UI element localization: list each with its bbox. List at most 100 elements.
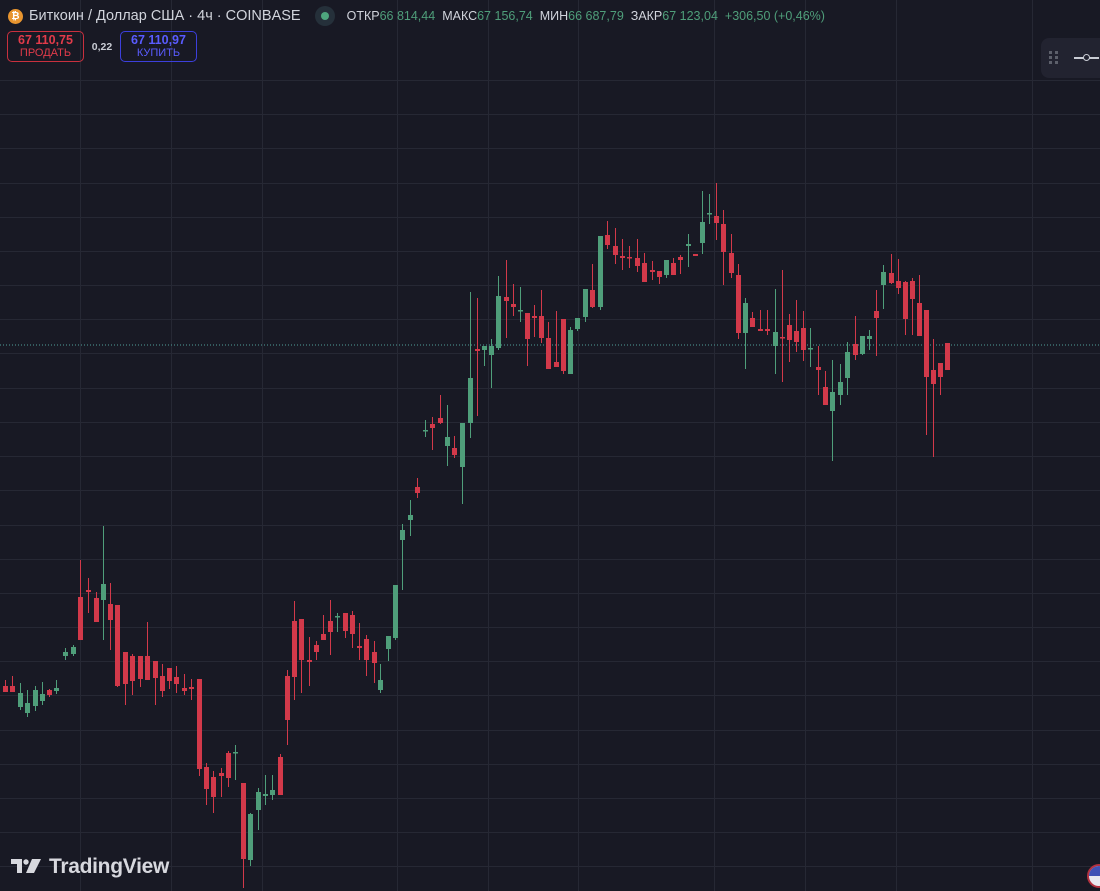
candle bbox=[896, 281, 901, 288]
candle bbox=[226, 753, 231, 778]
candle bbox=[750, 318, 755, 327]
candle bbox=[504, 297, 509, 301]
candle bbox=[211, 777, 216, 797]
candle bbox=[130, 656, 135, 681]
candle bbox=[108, 604, 113, 620]
candle bbox=[598, 236, 603, 307]
candle bbox=[25, 703, 30, 713]
open-value: 66 814,44 bbox=[379, 9, 436, 23]
candle bbox=[63, 652, 68, 656]
candle bbox=[794, 331, 799, 342]
candle bbox=[241, 783, 246, 859]
candle bbox=[160, 676, 165, 691]
candle bbox=[393, 585, 398, 638]
candle bbox=[197, 679, 202, 769]
candle bbox=[686, 244, 691, 246]
candle bbox=[285, 676, 290, 720]
candle bbox=[860, 336, 865, 354]
candle bbox=[620, 256, 625, 258]
candle bbox=[174, 677, 179, 684]
tradingview-logo[interactable]: TradingView bbox=[11, 855, 169, 879]
us-flag-icon[interactable] bbox=[1087, 864, 1100, 888]
candle bbox=[182, 688, 187, 691]
candle bbox=[364, 639, 369, 660]
candle bbox=[489, 346, 494, 355]
candle bbox=[903, 282, 908, 319]
candle bbox=[590, 290, 595, 307]
candle bbox=[561, 319, 566, 371]
candle bbox=[94, 598, 99, 622]
candle bbox=[335, 616, 340, 618]
candle bbox=[801, 328, 806, 350]
candle bbox=[123, 652, 128, 684]
candle bbox=[845, 352, 850, 378]
candle bbox=[270, 790, 275, 795]
candle bbox=[693, 254, 698, 256]
candle bbox=[671, 263, 676, 275]
candle bbox=[263, 794, 268, 796]
candle bbox=[233, 752, 238, 754]
candle bbox=[917, 303, 922, 336]
symbol-title[interactable]: Биткоин / Доллар США · 4ч · COINBASE bbox=[29, 8, 301, 24]
high-label: МАКС bbox=[442, 9, 478, 23]
candle bbox=[415, 487, 420, 493]
close-label: ЗАКР bbox=[630, 9, 663, 23]
candle bbox=[874, 311, 879, 318]
candle bbox=[765, 329, 770, 331]
candle bbox=[838, 382, 843, 395]
candle bbox=[743, 303, 748, 333]
buy-price: 67 110,97 bbox=[131, 32, 186, 47]
market-open-dot-icon[interactable] bbox=[314, 6, 335, 26]
candle bbox=[889, 273, 894, 283]
candle bbox=[721, 224, 726, 252]
slider-icon[interactable] bbox=[1074, 54, 1099, 61]
candle bbox=[314, 645, 319, 652]
candle bbox=[773, 332, 778, 346]
candle bbox=[938, 363, 943, 377]
candle bbox=[853, 344, 858, 355]
open-label: ОТКР bbox=[346, 9, 380, 23]
logo-text: TradingView bbox=[49, 855, 170, 878]
candle bbox=[299, 619, 304, 660]
candle bbox=[700, 222, 705, 243]
candle bbox=[153, 661, 158, 678]
drag-handle-icon[interactable] bbox=[1049, 51, 1058, 65]
candle bbox=[321, 634, 326, 640]
candle bbox=[357, 646, 362, 648]
candle bbox=[823, 387, 828, 405]
candle bbox=[145, 656, 150, 680]
symbol-legend: ₿ Биткоин / Доллар США · 4ч · COINBASE О… bbox=[8, 6, 825, 26]
buy-button[interactable]: 67 110,97 КУПИТЬ bbox=[120, 31, 197, 62]
candle bbox=[482, 346, 487, 350]
candle bbox=[452, 448, 457, 455]
close-value: 67 123,04 bbox=[662, 9, 718, 23]
spread-value: 0,22 bbox=[91, 40, 113, 53]
candle bbox=[568, 330, 573, 374]
price-change: +306,50 (+0,46%) bbox=[724, 9, 825, 23]
candle bbox=[189, 687, 194, 689]
candle bbox=[546, 338, 551, 369]
candle bbox=[816, 367, 821, 370]
candle bbox=[18, 693, 23, 707]
candle bbox=[678, 257, 683, 260]
candle bbox=[554, 362, 559, 367]
candle bbox=[219, 773, 224, 776]
candle bbox=[78, 597, 83, 640]
candle bbox=[372, 652, 377, 663]
sell-label: ПРОДАТЬ bbox=[19, 46, 72, 59]
candle bbox=[460, 423, 465, 467]
candle bbox=[518, 310, 523, 312]
candle bbox=[511, 304, 516, 307]
candle bbox=[256, 792, 261, 810]
floating-toolbar[interactable] bbox=[1041, 38, 1100, 78]
candle bbox=[86, 590, 91, 592]
candle bbox=[605, 235, 610, 245]
candle bbox=[400, 530, 405, 540]
candle bbox=[657, 271, 662, 277]
sell-button[interactable]: 67 110,75 ПРОДАТЬ bbox=[7, 31, 84, 62]
bitcoin-icon[interactable]: ₿ bbox=[8, 8, 23, 24]
candle bbox=[714, 216, 719, 223]
low-value: 66 687,79 bbox=[568, 9, 624, 23]
candle bbox=[532, 316, 537, 318]
